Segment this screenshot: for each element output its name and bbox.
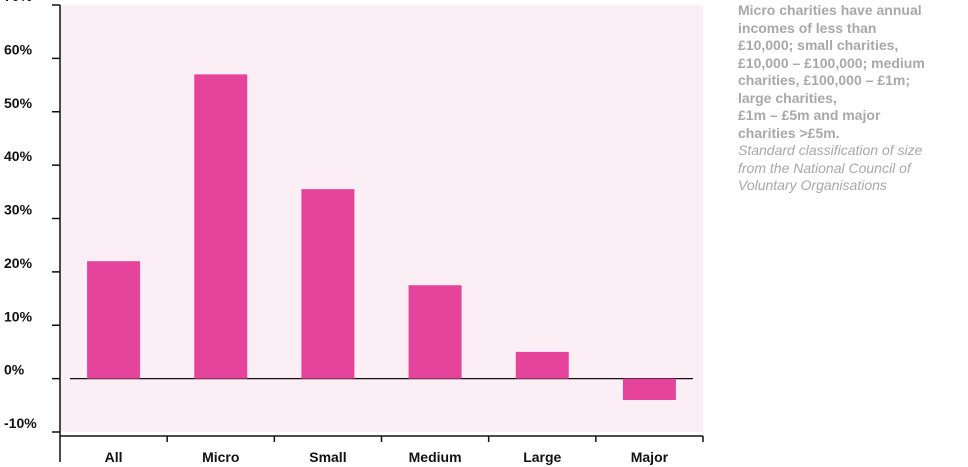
y-tick-label: 60%	[4, 41, 33, 57]
note-main-text: Micro charities have annual incomes of le…	[738, 2, 966, 142]
y-tick-label: 10%	[4, 308, 33, 324]
note-source-text: Standard classification of size from the …	[738, 142, 966, 195]
x-category-label: Micro	[202, 449, 239, 465]
y-tick-label: 70%	[4, 0, 33, 4]
x-category-label: Medium	[409, 449, 462, 465]
bar-all	[87, 261, 141, 379]
note-source-line: from the National Council of	[738, 159, 911, 176]
x-category-label: All	[105, 449, 123, 465]
note-line: £10,000 – £100,000; medium	[738, 54, 925, 71]
y-tick-label: 50%	[4, 95, 33, 111]
note-line: incomes of less than	[738, 19, 877, 36]
note-line: charities >£5m.	[738, 124, 840, 141]
y-tick-label: 20%	[4, 255, 33, 271]
bar-small	[301, 189, 355, 379]
note-line: Micro charities have annual	[738, 2, 922, 18]
y-tick-label: -10%	[4, 415, 37, 431]
bar-micro	[194, 74, 248, 379]
note-line: charities, £100,000 – £1m;	[738, 72, 911, 88]
note-line: £1m – £5m and major	[738, 107, 881, 123]
plot-background	[60, 5, 703, 432]
bar-major	[622, 378, 676, 400]
bar-medium	[408, 285, 462, 379]
x-category-label: Large	[523, 449, 561, 465]
chart-note: Micro charities have annual incomes of le…	[738, 2, 966, 195]
y-tick-label: 40%	[4, 148, 33, 164]
x-category-label: Small	[309, 449, 346, 465]
x-category-label: Major	[631, 449, 669, 465]
note-line: £10,000; small charities,	[738, 37, 899, 53]
note-source-line: Voluntary Organisations	[738, 177, 887, 193]
y-tick-label: 30%	[4, 202, 33, 218]
note-source-line: Standard classification of size	[738, 142, 923, 158]
bar-large	[515, 351, 569, 379]
note-line: large charities,	[738, 89, 837, 106]
y-tick-label: 0%	[4, 362, 25, 378]
